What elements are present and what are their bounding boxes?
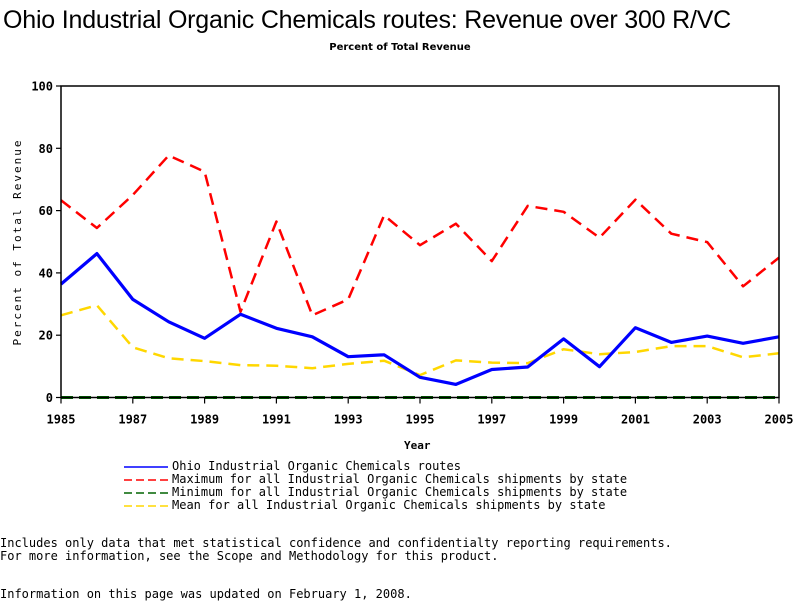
updated-note: Information on this page was updated on … — [0, 587, 412, 601]
series-layer — [61, 155, 779, 397]
plot-frame — [61, 86, 779, 398]
x-tick-label: 1993 — [334, 413, 363, 427]
legend-item-mean: Mean for all Industrial Organic Chemical… — [124, 499, 627, 512]
legend-swatch-blue — [124, 464, 168, 470]
y-tick-label: 60 — [39, 204, 53, 218]
x-tick-label: 1997 — [477, 413, 506, 427]
x-axis: 1985 1987 1989 1991 1993 1995 1997 1999 2001 2003… — [47, 398, 794, 427]
footnote-methodology: For more information, see the Scope and … — [0, 549, 499, 563]
x-tick-label: 1991 — [262, 413, 291, 427]
line-chart: 1985 1987 1989 1991 1993 1995 1997 1999 2001 2003… — [0, 0, 800, 460]
series-line-1 — [61, 156, 779, 316]
x-tick-label: 2003 — [693, 413, 722, 427]
y-tick-label: 0 — [46, 391, 53, 405]
legend: Ohio Industrial Organic Chemicals routes… — [124, 460, 627, 512]
x-tick-label: 1987 — [118, 413, 147, 427]
legend-swatch-yellow — [124, 503, 168, 509]
x-axis-label: Year — [404, 439, 431, 452]
series-line-3 — [61, 305, 779, 375]
y-tick-label: 40 — [39, 266, 53, 280]
legend-swatch-red — [124, 477, 168, 483]
y-axis: 0 20 40 60 80 100 — [31, 80, 61, 406]
footnote-confidence: Includes only data that met statistical … — [0, 536, 672, 550]
x-tick-label: 2001 — [621, 413, 650, 427]
y-tick-label: 80 — [39, 142, 53, 156]
y-tick-label: 100 — [31, 80, 53, 94]
x-tick-label: 1985 — [47, 413, 76, 427]
legend-label: Mean for all Industrial Organic Chemical… — [172, 499, 605, 512]
y-tick-label: 20 — [39, 329, 53, 343]
x-tick-label: 1999 — [549, 413, 578, 427]
x-tick-label: 1995 — [406, 413, 435, 427]
x-tick-label: 1989 — [190, 413, 219, 427]
x-tick-label: 2005 — [765, 413, 794, 427]
series-line-0 — [61, 254, 779, 385]
y-axis-label: Percent of Total Revenue — [11, 139, 24, 346]
legend-swatch-green — [124, 490, 168, 496]
